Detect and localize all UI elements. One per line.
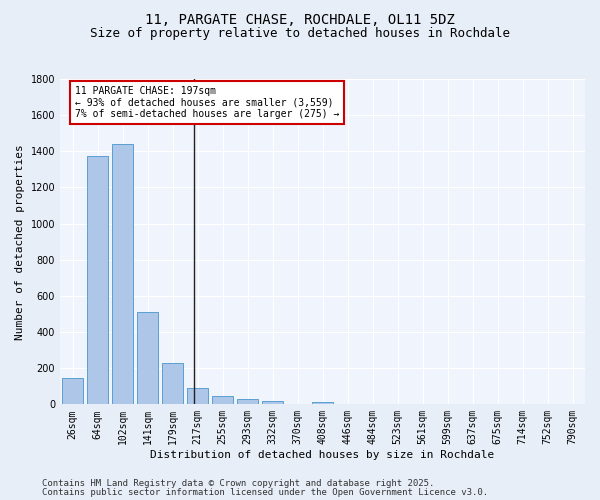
Bar [212,396,233,404]
Bar [112,144,133,405]
Text: Size of property relative to detached houses in Rochdale: Size of property relative to detached ho… [90,28,510,40]
Bar [187,388,208,404]
X-axis label: Distribution of detached houses by size in Rochdale: Distribution of detached houses by size … [151,450,494,460]
Bar [87,156,108,404]
Bar [137,312,158,404]
Text: 11 PARGATE CHASE: 197sqm
← 93% of detached houses are smaller (3,559)
7% of semi: 11 PARGATE CHASE: 197sqm ← 93% of detach… [74,86,339,120]
Bar [62,378,83,404]
Bar [162,363,183,405]
Bar [262,401,283,404]
Y-axis label: Number of detached properties: Number of detached properties [15,144,25,340]
Bar [312,402,333,404]
Text: 11, PARGATE CHASE, ROCHDALE, OL11 5DZ: 11, PARGATE CHASE, ROCHDALE, OL11 5DZ [145,12,455,26]
Bar [237,400,258,404]
Text: Contains public sector information licensed under the Open Government Licence v3: Contains public sector information licen… [42,488,488,497]
Text: Contains HM Land Registry data © Crown copyright and database right 2025.: Contains HM Land Registry data © Crown c… [42,478,434,488]
